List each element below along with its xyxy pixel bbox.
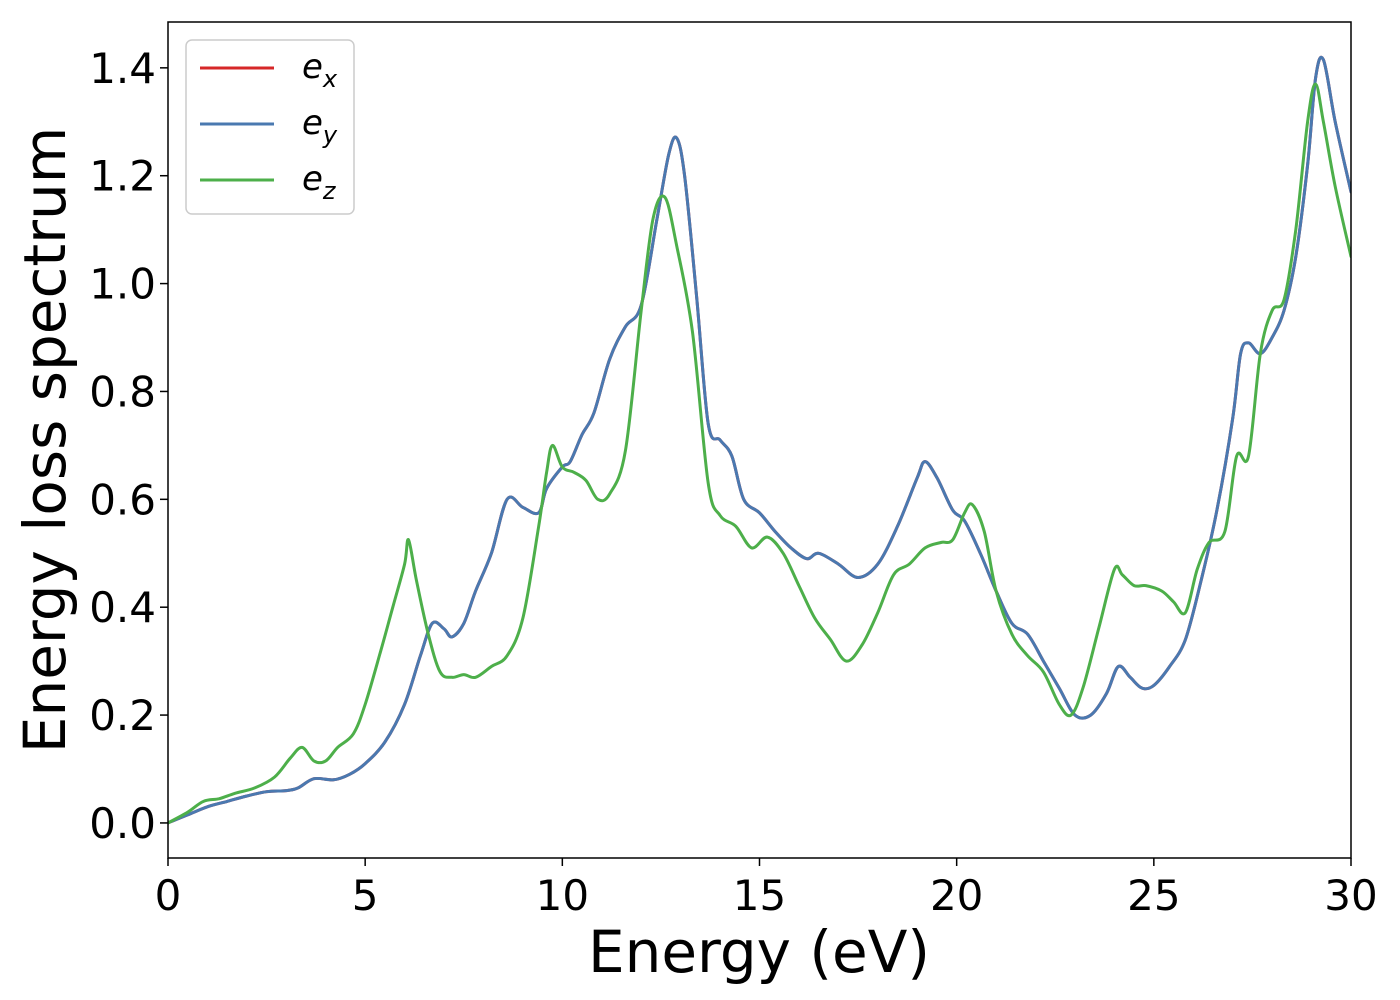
x-tick-label: 0 [155, 871, 182, 920]
y-tick-label: 1.2 [89, 152, 156, 201]
x-tick-label: 20 [930, 871, 983, 920]
legend: ex ey ez [185, 39, 355, 215]
series-layer [168, 55, 1351, 825]
x-axis-title: Energy (eV) [588, 918, 930, 986]
y-tick-label: 0.0 [89, 799, 156, 848]
legend-label-y: ey [302, 103, 338, 149]
x-tick-label: 5 [352, 871, 379, 920]
series-line-z [168, 82, 1351, 825]
x-axis: 0 5 10 15 20 25 30 [155, 858, 1378, 920]
x-tick-label: 15 [733, 871, 786, 920]
x-tick-label: 25 [1127, 871, 1180, 920]
legend-label-z: ez [302, 159, 337, 205]
y-tick-label: 0.6 [89, 475, 156, 524]
y-axis: 0.0 0.2 0.4 0.6 0.8 1.0 1.2 1.4 [89, 44, 168, 848]
y-tick-label: 1.4 [89, 44, 156, 93]
x-tick-label: 10 [536, 871, 589, 920]
y-tick-label: 0.8 [89, 367, 156, 416]
legend-box [185, 39, 355, 215]
legend-label-x: ex [302, 47, 338, 93]
y-tick-label: 0.4 [89, 583, 156, 632]
series-line-y [168, 55, 1351, 825]
x-tick-label: 30 [1324, 871, 1377, 920]
y-tick-label: 0.2 [89, 691, 156, 740]
y-axis-title: Energy loss spectrum [11, 127, 79, 753]
y-tick-label: 1.0 [89, 260, 156, 309]
